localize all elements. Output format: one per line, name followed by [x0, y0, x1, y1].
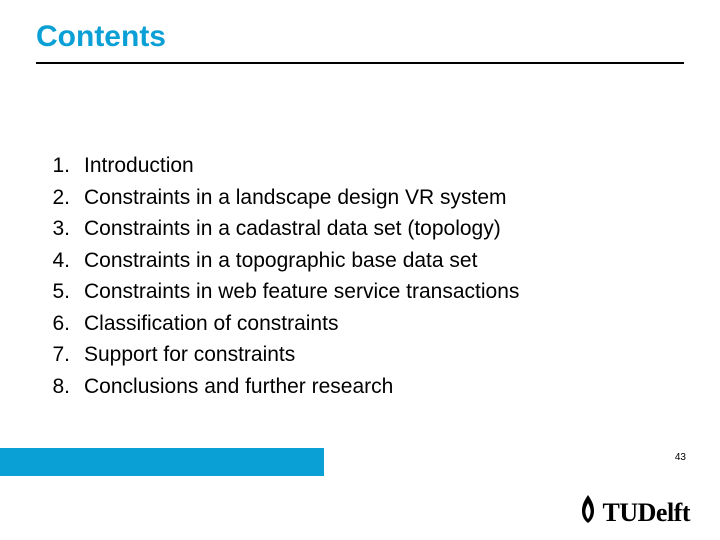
slide: Contents 1. Introduction 2. Constraints …: [0, 0, 720, 540]
contents-list: 1. Introduction 2. Constraints in a land…: [36, 150, 676, 402]
list-item: 1. Introduction: [36, 150, 676, 182]
list-text: Constraints in a topographic base data s…: [70, 245, 477, 277]
logo-text: TUDelft: [603, 500, 690, 526]
logo-t: T: [603, 498, 620, 527]
list-number: 7.: [36, 339, 70, 371]
list-item: 6. Classification of constraints: [36, 308, 676, 340]
list-number: 4.: [36, 245, 70, 277]
list-item: 3. Constraints in a cadastral data set (…: [36, 213, 676, 245]
list-text: Conclusions and further research: [70, 371, 393, 403]
accent-bar: [0, 448, 324, 476]
list-number: 8.: [36, 371, 70, 403]
list-text: Constraints in a landscape design VR sys…: [70, 182, 507, 214]
list-text: Constraints in web feature service trans…: [70, 276, 519, 308]
list-item: 4. Constraints in a topographic base dat…: [36, 245, 676, 277]
list-number: 3.: [36, 213, 70, 245]
list-number: 2.: [36, 182, 70, 214]
list-number: 6.: [36, 308, 70, 340]
list-number: 1.: [36, 150, 70, 182]
list-item: 5. Constraints in web feature service tr…: [36, 276, 676, 308]
flame-icon: [577, 494, 599, 524]
title-underline: [36, 62, 684, 64]
list-item: 8. Conclusions and further research: [36, 371, 676, 403]
logo-delft: Delft: [638, 498, 690, 527]
page-number: 43: [675, 452, 686, 463]
list-text: Constraints in a cadastral data set (top…: [70, 213, 501, 245]
list-text: Support for constraints: [70, 339, 295, 371]
tudelft-logo: TUDelft: [577, 494, 690, 526]
list-text: Classification of constraints: [70, 308, 338, 340]
list-item: 7. Support for constraints: [36, 339, 676, 371]
list-text: Introduction: [70, 150, 194, 182]
list-number: 5.: [36, 276, 70, 308]
list-item: 2. Constraints in a landscape design VR …: [36, 182, 676, 214]
slide-title: Contents: [36, 20, 166, 54]
logo-u: U: [619, 498, 637, 527]
